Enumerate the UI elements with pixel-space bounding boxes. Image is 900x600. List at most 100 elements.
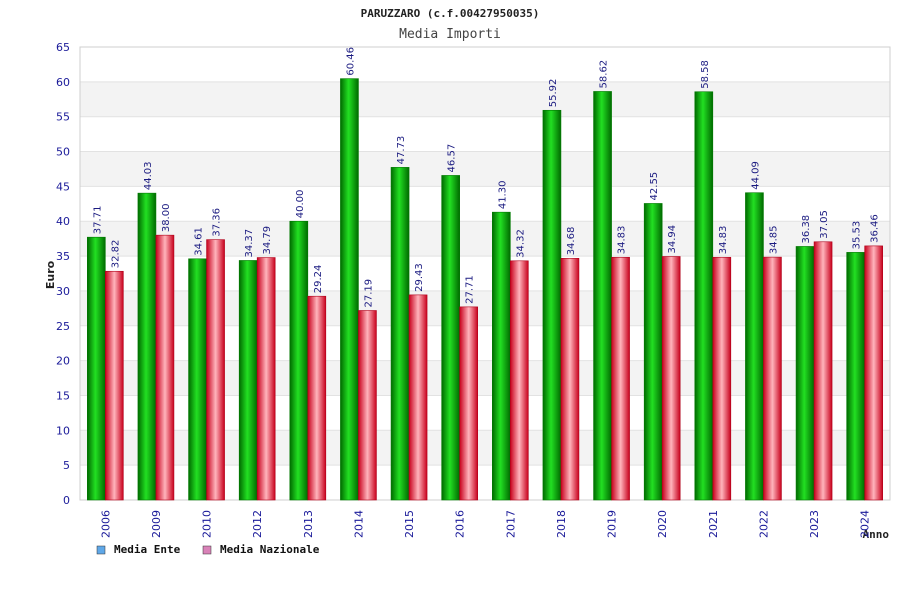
bar-media-nazionale — [813, 241, 833, 501]
bar-value-label: 34.79 — [262, 226, 273, 255]
bar-value-label: 32.82 — [110, 240, 121, 269]
bar-value-label: 34.68 — [566, 227, 577, 256]
bar-media-ente — [340, 78, 359, 501]
x-tick-label: 2020 — [656, 510, 669, 538]
y-tick-label: 50 — [56, 146, 70, 159]
bar-value-label: 58.62 — [599, 60, 610, 89]
x-tick-label: 2019 — [606, 510, 619, 538]
bar-value-label: 29.43 — [414, 263, 425, 292]
bar-value-label: 42.55 — [649, 172, 660, 201]
x-tick-label: 2012 — [251, 510, 264, 538]
bar-media-nazionale — [712, 256, 732, 501]
bar-value-label: 60.46 — [345, 47, 356, 76]
y-tick-label: 45 — [56, 180, 70, 193]
legend: Media Ente Media Nazionale — [96, 543, 320, 556]
bar-media-ente — [593, 91, 612, 501]
x-tick-label: 2006 — [99, 510, 112, 538]
bar-media-nazionale — [611, 256, 630, 501]
grid-band — [80, 151, 890, 187]
bar-media-ente — [441, 175, 460, 501]
x-tick-label: 2024 — [859, 510, 872, 538]
bar-media-ente — [188, 258, 207, 501]
bar-value-label: 34.32 — [515, 229, 526, 258]
bar-media-ente — [289, 220, 309, 501]
bar-media-ente — [694, 91, 714, 501]
y-tick-label: 15 — [56, 389, 70, 402]
bar-media-nazionale — [560, 258, 580, 501]
legend-label-media-ente: Media Ente — [114, 543, 181, 556]
bar-value-label: 34.83 — [718, 226, 729, 255]
bar-value-label: 37.05 — [819, 210, 830, 239]
bar-value-label: 29.24 — [313, 265, 324, 294]
bar-media-nazionale — [763, 256, 782, 501]
bar-value-label: 34.61 — [194, 227, 205, 256]
bar-value-label: 27.19 — [363, 279, 374, 308]
bar-media-ente — [745, 192, 764, 501]
bar-media-nazionale — [358, 310, 377, 501]
y-tick-label: 20 — [56, 355, 70, 368]
x-tick-label: 2014 — [352, 510, 365, 538]
x-tick-label: 2023 — [808, 510, 821, 538]
bar-value-label: 55.92 — [548, 79, 559, 108]
bar-media-nazionale — [661, 256, 681, 501]
bar-media-ente — [238, 260, 258, 501]
y-tick-label: 35 — [56, 250, 70, 263]
bar-media-nazionale — [155, 234, 175, 501]
bar-value-label: 36.46 — [870, 214, 881, 243]
chart-subtitle: Media Importi — [399, 27, 501, 42]
y-tick-label: 25 — [56, 320, 70, 333]
x-tick-label: 2022 — [757, 510, 770, 538]
y-tick-label: 30 — [56, 285, 70, 298]
bar-media-ente — [390, 167, 410, 501]
bar-value-label: 37.36 — [212, 208, 223, 237]
y-tick-label: 60 — [56, 76, 70, 89]
bar-value-label: 58.58 — [700, 60, 711, 89]
bar-value-label: 27.71 — [465, 275, 476, 304]
bar-media-nazionale — [256, 257, 276, 501]
grid-band — [80, 81, 890, 117]
bar-value-label: 40.00 — [295, 190, 306, 219]
bar-media-nazionale — [408, 294, 428, 501]
bar-media-nazionale — [206, 239, 225, 501]
bar-value-label: 34.94 — [667, 225, 678, 254]
x-tick-label: 2009 — [150, 510, 163, 538]
bar-value-label: 34.37 — [244, 229, 255, 258]
bar-value-label: 41.30 — [497, 181, 508, 210]
bar-value-label: 44.09 — [750, 161, 761, 190]
x-tick-label: 2010 — [201, 510, 214, 538]
y-tick-label: 55 — [56, 111, 70, 124]
x-tick-label: 2016 — [454, 510, 467, 538]
bar-media-nazionale — [307, 295, 327, 501]
plot-area-frame — [79, 46, 891, 501]
bar-value-label: 34.85 — [768, 225, 779, 254]
y-tick-label: 65 — [56, 41, 70, 54]
y-tick-label: 40 — [56, 215, 70, 228]
chart-title: PARUZZARO (c.f.00427950035) — [361, 7, 540, 20]
bar-value-label: 37.71 — [92, 206, 103, 235]
bar-media-ente — [643, 203, 663, 501]
y-axis-label: Euro — [44, 260, 57, 289]
bar-media-nazionale — [864, 245, 883, 501]
x-tick-label: 2017 — [504, 510, 517, 538]
bar-media-ente — [846, 252, 865, 501]
bar-value-label: 35.53 — [852, 221, 863, 250]
bar-media-ente — [795, 246, 815, 501]
bar-value-label: 38.00 — [161, 204, 172, 233]
x-tick-label: 2015 — [403, 510, 416, 538]
x-tick-label: 2013 — [302, 510, 315, 538]
bar-value-label: 36.38 — [801, 215, 812, 244]
x-tick-label: 2018 — [555, 510, 568, 538]
bar-media-nazionale — [105, 270, 124, 501]
y-tick-label: 5 — [63, 459, 70, 472]
bar-value-label: 46.57 — [447, 144, 458, 173]
bar-value-label: 47.73 — [396, 136, 407, 165]
legend-label-media-nazionale: Media Nazionale — [220, 543, 320, 556]
bar-media-nazionale — [459, 306, 478, 501]
bar-value-label: 34.83 — [617, 226, 628, 255]
bar-media-nazionale — [510, 260, 529, 501]
bar-media-ente — [492, 211, 511, 501]
legend-swatch-media-nazionale — [202, 545, 212, 555]
bar-media-ente — [542, 109, 562, 501]
y-tick-label: 10 — [56, 424, 70, 437]
